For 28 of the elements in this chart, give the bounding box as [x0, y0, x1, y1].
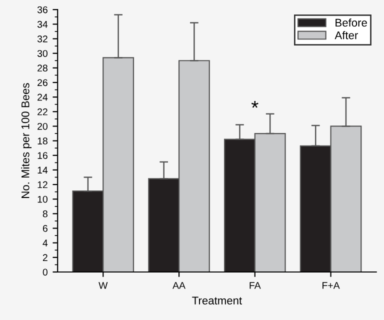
x-tick-label: F+A [322, 282, 340, 289]
y-tick-label: 18 [38, 138, 48, 144]
y-tick-label: 26 [38, 79, 48, 86]
y-tick-label: 12 [38, 181, 48, 188]
y-tick-label: 4 [42, 240, 48, 246]
y-tick-label: 24 [38, 94, 48, 101]
y-tick-label: 0 [42, 268, 48, 276]
y-tick-label: 30 [37, 50, 48, 57]
x-tick-label: W [98, 282, 108, 289]
x-tick-label: AA [172, 282, 186, 289]
y-tick-label: 10 [38, 196, 48, 203]
y-tick-label: 20 [38, 122, 48, 130]
y-tick-label: 16 [38, 152, 48, 159]
legend-label: Before [336, 18, 367, 27]
y-tick-label: 22 [38, 108, 48, 116]
y-tick-label: 6 [42, 225, 48, 232]
annotation: * [251, 100, 258, 108]
y-tick-label: 36 [37, 6, 48, 14]
y-tick-label: 2 [42, 254, 48, 261]
y-tick-label: 8 [42, 210, 48, 218]
y-tick-label: 34 [37, 20, 48, 28]
x-axis-title: Treatment [192, 296, 242, 304]
y-tick-label: 32 [37, 35, 48, 42]
y-tick-label: 28 [38, 64, 48, 72]
x-tick-label: FA [250, 282, 261, 289]
y-tick-label: 14 [38, 166, 48, 174]
legend-label: After [334, 31, 358, 40]
y-axis-title: No. Mites per 100 Bees [21, 83, 32, 198]
